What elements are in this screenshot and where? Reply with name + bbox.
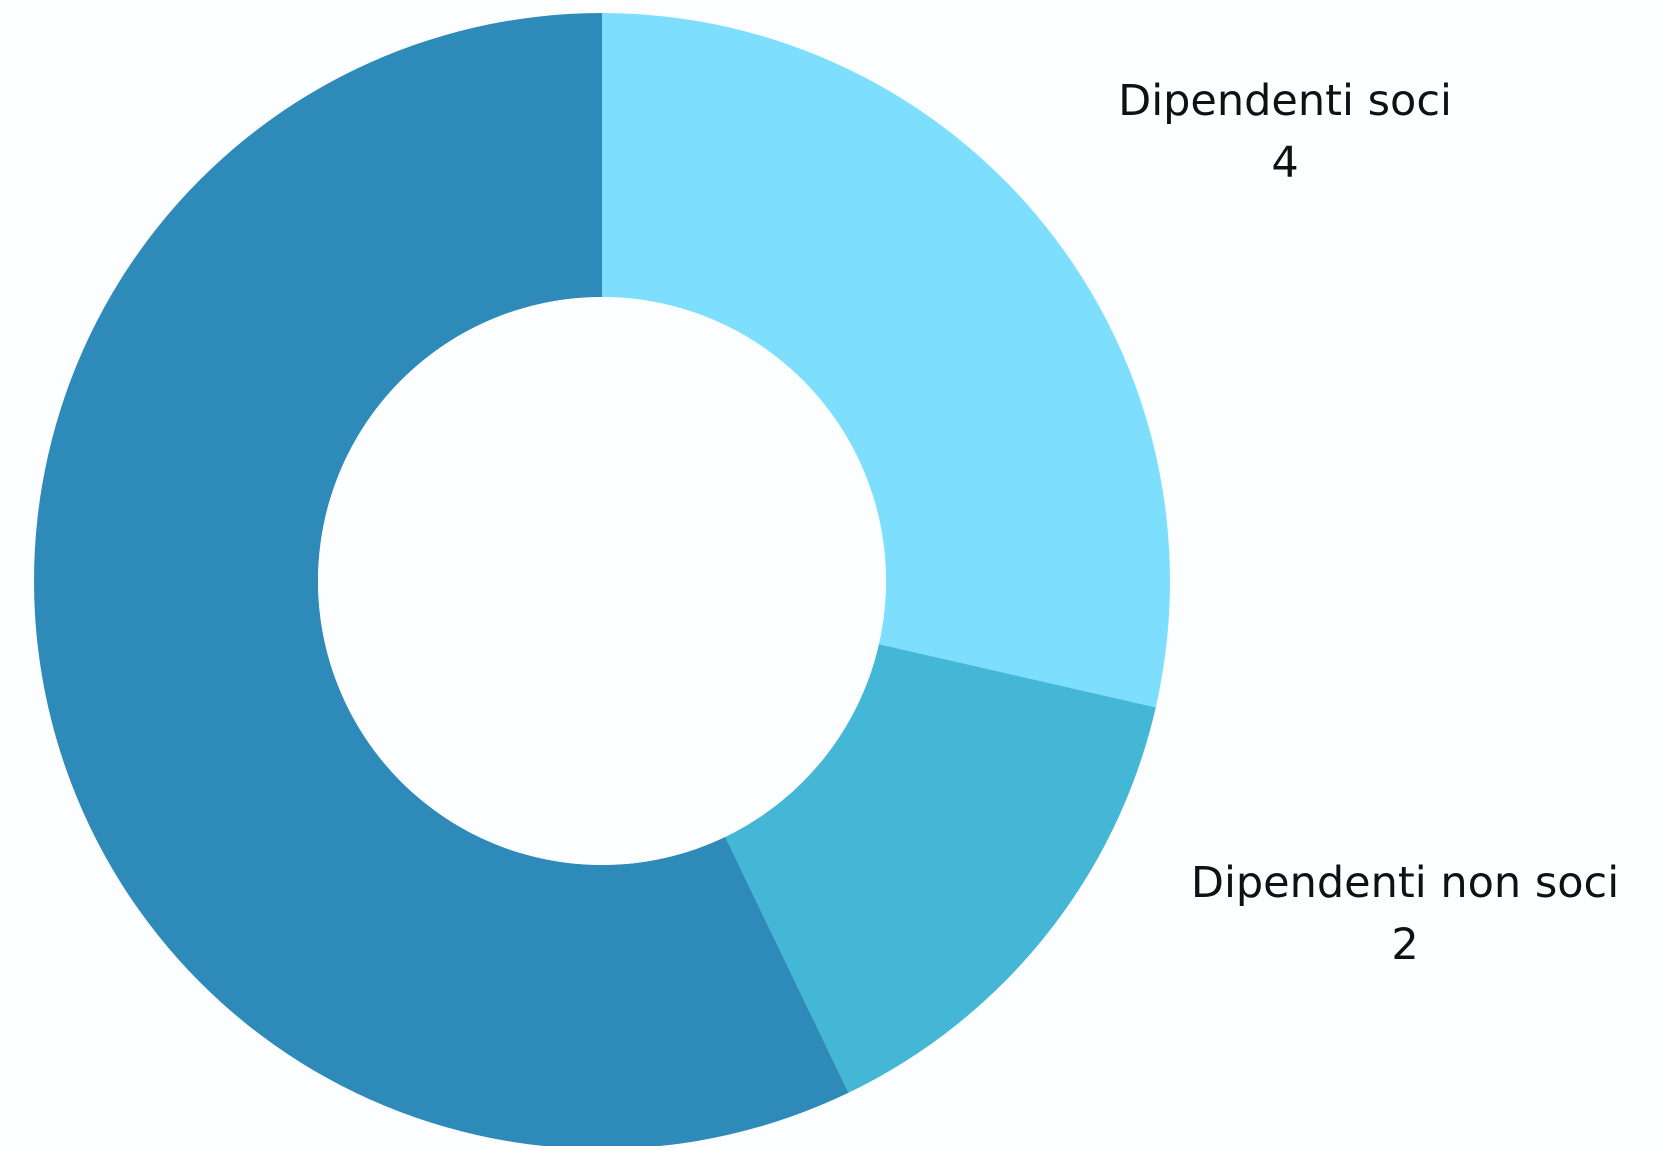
slice-label-name: Dipendenti soci	[1118, 76, 1452, 126]
slice-label-value: 4	[1271, 138, 1299, 188]
slice-label-dipendenti-non-soci: Dipendenti non soci 2	[1150, 852, 1660, 976]
donut-slice-unlabeled-2	[34, 13, 849, 1149]
donut-hole	[318, 297, 886, 865]
donut-slice-dipendenti-non-soci	[725, 644, 1156, 1093]
slice-label-name: Dipendenti non soci	[1190, 858, 1620, 908]
slice-label-value: 2	[1391, 920, 1419, 970]
donut-slice-dipendenti-soci	[602, 13, 1170, 708]
slice-label-dipendenti-soci: Dipendenti soci 4	[1080, 70, 1490, 194]
